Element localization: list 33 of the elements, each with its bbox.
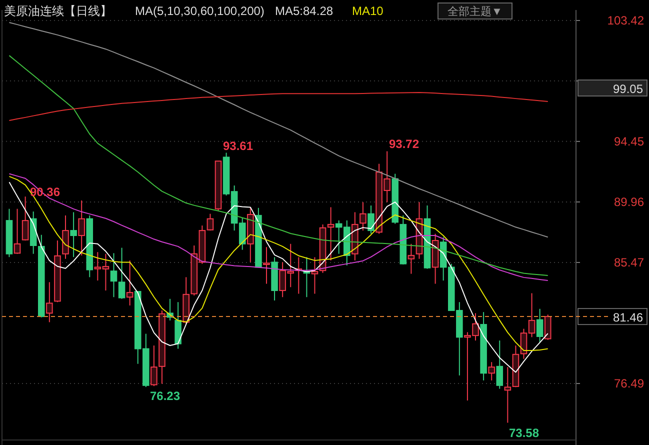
candlestick <box>46 282 53 323</box>
line-series <box>8 92 548 122</box>
annotation: 73.58 <box>509 426 540 440</box>
candlestick <box>408 243 415 274</box>
line-series <box>8 22 548 238</box>
annotation: MA(5,10,30,60,100,200) <box>135 4 264 18</box>
y-tick-label: 103.42 <box>607 14 644 28</box>
y-tick-label: 76.49 <box>614 376 644 391</box>
candlestick <box>271 256 278 301</box>
y-tick-label: 89.96 <box>614 194 644 209</box>
y-tick-label: 94.45 <box>614 134 644 148</box>
y-tick-label: 85.47 <box>614 255 644 270</box>
candlestick <box>488 362 495 381</box>
candlestick <box>496 340 504 390</box>
candlestick <box>263 246 270 284</box>
annotation: MA10 <box>352 4 384 18</box>
annotation: 93.61 <box>223 139 254 153</box>
text: 99.05 <box>612 82 644 96</box>
candlestick <box>311 256 318 294</box>
candlestick <box>327 206 334 261</box>
annotation: 76.23 <box>150 389 180 403</box>
annotation: MA5:84.28 <box>275 4 334 18</box>
candlestick <box>480 312 487 381</box>
candlestick <box>126 260 134 306</box>
annotation: 93.72 <box>389 137 420 151</box>
candlestick <box>62 214 69 260</box>
candlestick <box>70 212 77 258</box>
annotation: 全部主题▼ <box>448 5 502 18</box>
line-series <box>8 55 548 276</box>
ref-line-label: 81.46 <box>612 310 644 325</box>
chart-title: 美原油连续【日线】 <box>4 4 112 18</box>
candlestick <box>78 200 85 256</box>
candlestick <box>110 252 118 298</box>
